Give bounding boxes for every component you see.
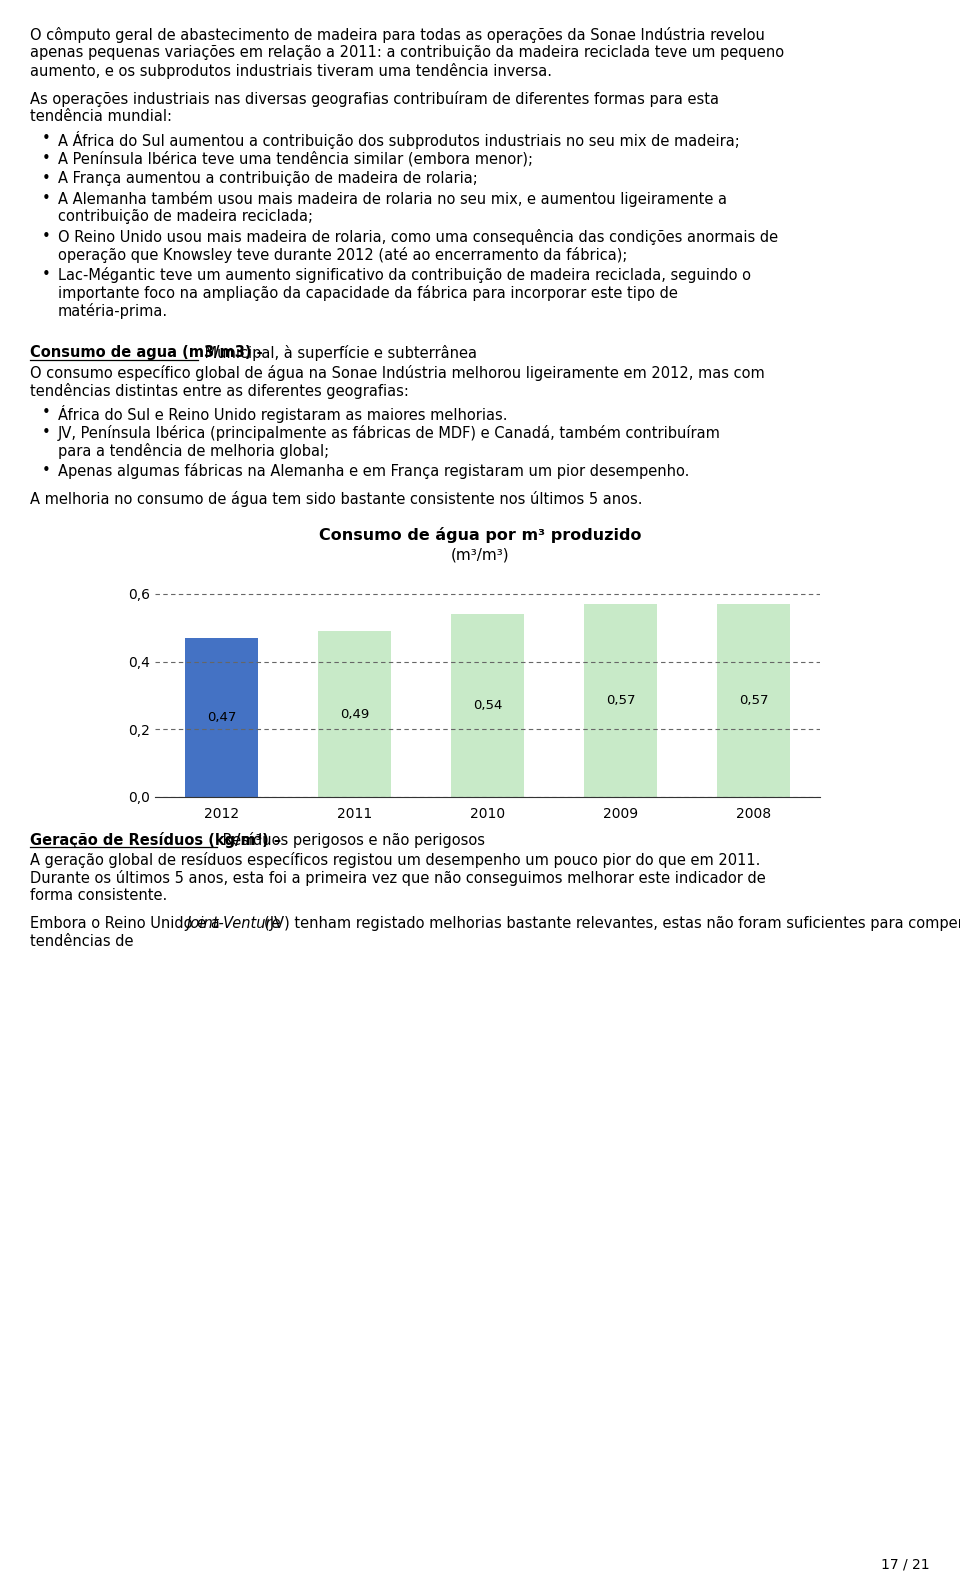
Text: 0,57: 0,57 [739,694,768,707]
Text: •: • [42,404,51,420]
Text: matéria-prima.: matéria-prima. [58,302,168,318]
Bar [584,603,657,798]
Text: A Península Ibérica teve uma tendência similar (embora menor);: A Península Ibérica teve uma tendência s… [58,151,533,167]
Text: O cômputo geral de abastecimento de madeira para todas as operações da Sonae Ind: O cômputo geral de abastecimento de made… [30,27,765,43]
Text: Joint-Venture: Joint-Venture [186,915,280,931]
Text: tendências distintas entre as diferentes geografias:: tendências distintas entre as diferentes… [30,384,409,400]
Text: forma consistente.: forma consistente. [30,888,167,903]
Text: O consumo específico global de água na Sonae Indústria melhorou ligeiramente em : O consumo específico global de água na S… [30,365,765,380]
Text: Embora o Reino Unido e a: Embora o Reino Unido e a [30,915,225,931]
Text: As operações industriais nas diversas geografias contribuíram de diferentes form: As operações industriais nas diversas ge… [30,91,719,107]
Text: aumento, e os subprodutos industriais tiveram uma tendência inversa.: aumento, e os subprodutos industriais ti… [30,64,552,80]
Text: Apenas algumas fábricas na Alemanha e em França registaram um pior desempenho.: Apenas algumas fábricas na Alemanha e em… [58,463,689,479]
Text: A geração global de resíduos específicos registou um desempenho um pouco pior do: A geração global de resíduos específicos… [30,852,760,868]
Text: A França aumentou a contribuição de madeira de rolaria;: A França aumentou a contribuição de made… [58,170,478,186]
Bar [717,603,790,798]
Text: Municipal, à superfície e subterrânea: Municipal, à superfície e subterrânea [200,345,477,361]
Text: 0,49: 0,49 [340,707,370,721]
Text: •: • [42,170,51,186]
Text: Lac-Mégantic teve um aumento significativo da contribuição de madeira reciclada,: Lac-Mégantic teve um aumento significati… [58,267,751,283]
Text: (m³/m³): (m³/m³) [450,548,510,562]
Text: Geração de Resíduos (kg/m³) –: Geração de Resíduos (kg/m³) – [30,833,281,849]
Bar [318,630,391,798]
Bar [451,615,524,798]
Text: Durante os últimos 5 anos, esta foi a primeira vez que não conseguimos melhorar : Durante os últimos 5 anos, esta foi a pr… [30,869,766,887]
Text: O Reino Unido usou mais madeira de rolaria, como uma consequência das condições : O Reino Unido usou mais madeira de rolar… [58,229,779,245]
Text: •: • [42,151,51,166]
Text: 0,57: 0,57 [606,694,636,707]
Text: A melhoria no consumo de água tem sido bastante consistente nos últimos 5 anos.: A melhoria no consumo de água tem sido b… [30,490,642,506]
Text: A África do Sul aumentou a contribuição dos subprodutos industriais no seu mix d: A África do Sul aumentou a contribuição … [58,131,740,150]
Text: •: • [42,229,51,244]
Text: 0,47: 0,47 [206,712,236,724]
Text: •: • [42,191,51,205]
Text: •: • [42,131,51,146]
Text: •: • [42,425,51,439]
Text: África do Sul e Reino Unido registaram as maiores melhorias.: África do Sul e Reino Unido registaram a… [58,404,508,423]
Text: tendências de: tendências de [30,935,133,949]
Text: Resíduos perigosos e não perigosos: Resíduos perigosos e não perigosos [219,833,486,849]
Bar [185,638,258,798]
Text: •: • [42,463,51,478]
Text: •: • [42,267,51,282]
Text: 17 / 21: 17 / 21 [881,1559,930,1571]
Text: JV, Península Ibérica (principalmente as fábricas de MDF) e Canadá, também contr: JV, Península Ibérica (principalmente as… [58,425,721,441]
Text: Consumo de agua (m3/m3) -: Consumo de agua (m3/m3) - [30,345,263,360]
Text: contribuição de madeira reciclada;: contribuição de madeira reciclada; [58,209,313,224]
Text: operação que Knowsley teve durante 2012 (até ao encerramento da fábrica);: operação que Knowsley teve durante 2012 … [58,247,628,263]
Text: Consumo de água por m³ produzido: Consumo de água por m³ produzido [319,527,641,543]
Text: tendência mundial:: tendência mundial: [30,108,172,124]
Text: A Alemanha também usou mais madeira de rolaria no seu mix, e aumentou ligeiramen: A Alemanha também usou mais madeira de r… [58,191,727,207]
Text: para a tendência de melhoria global;: para a tendência de melhoria global; [58,443,329,458]
Text: (JV) tenham registado melhorias bastante relevantes, estas não foram suficientes: (JV) tenham registado melhorias bastante… [264,915,960,931]
Text: apenas pequenas variações em relação a 2011: a contribuição da madeira reciclada: apenas pequenas variações em relação a 2… [30,45,784,60]
Text: 0,54: 0,54 [473,699,502,712]
Text: importante foco na ampliação da capacidade da fábrica para incorporar este tipo : importante foco na ampliação da capacida… [58,285,678,301]
